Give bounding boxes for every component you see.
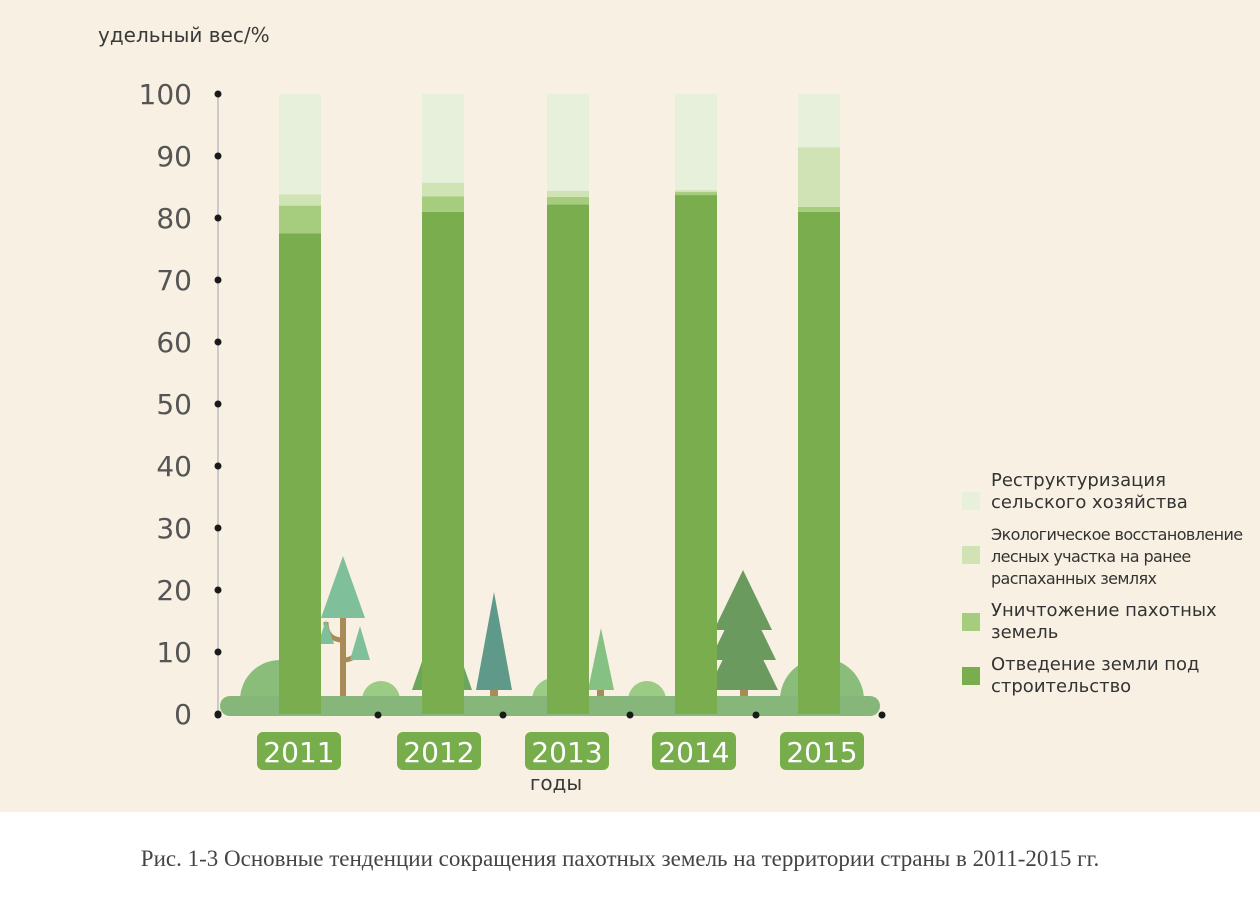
x-tick-label: 2014 — [658, 736, 729, 769]
y-ticks: 0 10 20 30 40 50 60 70 80 90 100 — [139, 78, 222, 731]
y-tick-label: 70 — [156, 264, 192, 297]
figure-caption: Рис. 1-3 Основные тенденции сокращения п… — [140, 846, 1100, 871]
legend-swatch — [962, 613, 980, 631]
legend: Реструктуризация сельского хозяйства Эко… — [962, 470, 1252, 708]
y-tick-dot — [214, 276, 222, 284]
year-badge: 2012 — [397, 732, 481, 770]
bar-segment — [279, 233, 321, 714]
legend-label: Экологическое восстановление лесных учас… — [991, 525, 1243, 588]
y-tick-label: 60 — [156, 326, 192, 359]
bar-segment — [547, 190, 589, 197]
bar-segment — [279, 194, 321, 206]
bar-segment — [798, 206, 840, 212]
y-tick-dot — [214, 648, 222, 656]
tree-icon — [318, 556, 370, 696]
x-tick-label: 2015 — [786, 736, 857, 769]
y-tick-label: 50 — [156, 388, 192, 421]
chart-panel: удельный вес/% годы 0 10 20 30 40 50 60 70 80 90 1… — [0, 0, 1260, 812]
x-axis-label: годы — [530, 771, 582, 795]
legend-swatch — [962, 492, 980, 510]
year-badge: 2011 — [257, 732, 341, 770]
bar-segment — [798, 211, 840, 715]
y-tick-dot — [214, 524, 222, 532]
bar-segment — [279, 94, 321, 195]
legend-swatch — [962, 546, 980, 564]
y-tick-dot — [214, 90, 222, 98]
bush-icon — [362, 681, 400, 700]
y-tick-dot — [214, 152, 222, 160]
bar-segment — [422, 94, 464, 183]
bush-icon — [628, 681, 666, 700]
legend-item: Экологическое восстановление лесных учас… — [962, 524, 1252, 590]
y-tick-dot — [214, 338, 222, 346]
bar-segment — [798, 147, 840, 207]
legend-label: Отведение земли под строительство — [991, 654, 1200, 697]
y-tick-label: 10 — [156, 636, 192, 669]
bar-segment — [547, 196, 589, 205]
bar-segment — [547, 94, 589, 191]
bar-segment — [422, 211, 464, 715]
bar-segment — [798, 94, 840, 148]
y-axis-label: удельный вес/% — [98, 23, 270, 47]
legend-label: Уничтожение пахотных земель — [991, 600, 1217, 643]
x-tick-label: 2013 — [531, 736, 602, 769]
y-tick-label: 20 — [156, 574, 192, 607]
year-badges: 2011 2012 2013 2014 2015 — [257, 732, 864, 770]
y-tick-label: 90 — [156, 140, 192, 173]
y-tick-label: 80 — [156, 202, 192, 235]
year-badge: 2015 — [780, 732, 864, 770]
bar-segment — [675, 195, 717, 714]
bar-segment — [422, 182, 464, 197]
x-axis-dots — [214, 711, 886, 719]
y-tick-label: 0 — [174, 698, 192, 731]
year-badge: 2013 — [525, 732, 609, 770]
bar-segment — [675, 94, 717, 191]
year-badge: 2014 — [652, 732, 736, 770]
legend-item: Отведение земли под строительство — [962, 654, 1252, 698]
y-tick-label: 30 — [156, 512, 192, 545]
tree-icon — [708, 570, 778, 698]
legend-label: Реструктуризация сельского хозяйства — [991, 470, 1188, 513]
y-tick-label: 40 — [156, 450, 192, 483]
x-tick-label: 2011 — [263, 736, 334, 769]
legend-item: Уничтожение пахотных земель — [962, 600, 1252, 644]
legend-item: Реструктуризация сельского хозяйства — [962, 470, 1252, 514]
y-tick-dot — [214, 214, 222, 222]
bar-segment — [422, 196, 464, 212]
legend-swatch — [962, 667, 980, 685]
bars — [279, 94, 840, 715]
stacked-bar-chart: удельный вес/% годы 0 10 20 30 40 50 60 70 80 90 1… — [98, 23, 886, 795]
y-tick-dot — [214, 586, 222, 594]
bar-segment — [675, 191, 717, 196]
y-tick-dot — [214, 462, 222, 470]
x-tick-label: 2012 — [403, 736, 474, 769]
bar-segment — [547, 204, 589, 715]
y-tick-label: 100 — [139, 78, 192, 111]
y-tick-dot — [214, 400, 222, 408]
bar-segment — [279, 205, 321, 234]
bar-segment — [675, 190, 717, 192]
